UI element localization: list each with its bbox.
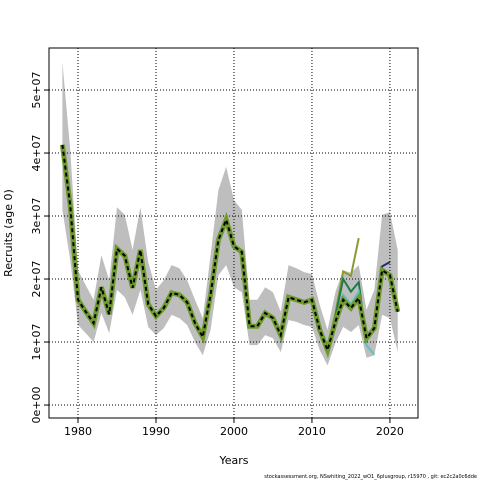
footer: stockassessment.org, NSwhiting_2022_wO1_… (264, 474, 477, 480)
x-tick-label: 1990 (142, 425, 170, 438)
x-tick-label: 2020 (376, 425, 404, 438)
x-tick-label: 1980 (64, 425, 92, 438)
x-tick-label: 2010 (298, 425, 326, 438)
y-axis-label: Recruits (age 0) (2, 189, 15, 277)
y-tick-label: 4e+07 (30, 135, 43, 172)
line (61, 144, 399, 354)
y-tick-label: 1e+07 (30, 324, 43, 361)
confidence-band (62, 62, 398, 366)
x-tick-label: 2000 (220, 425, 248, 438)
y-tick-label: 2e+07 (30, 261, 43, 298)
y-tick-label: 3e+07 (30, 198, 43, 235)
plot-frame (48, 47, 419, 419)
y-tick-label: 5e+07 (30, 72, 43, 109)
x-axis-label: Years (218, 454, 248, 467)
y-tick-label: 0e+00 (30, 387, 43, 424)
